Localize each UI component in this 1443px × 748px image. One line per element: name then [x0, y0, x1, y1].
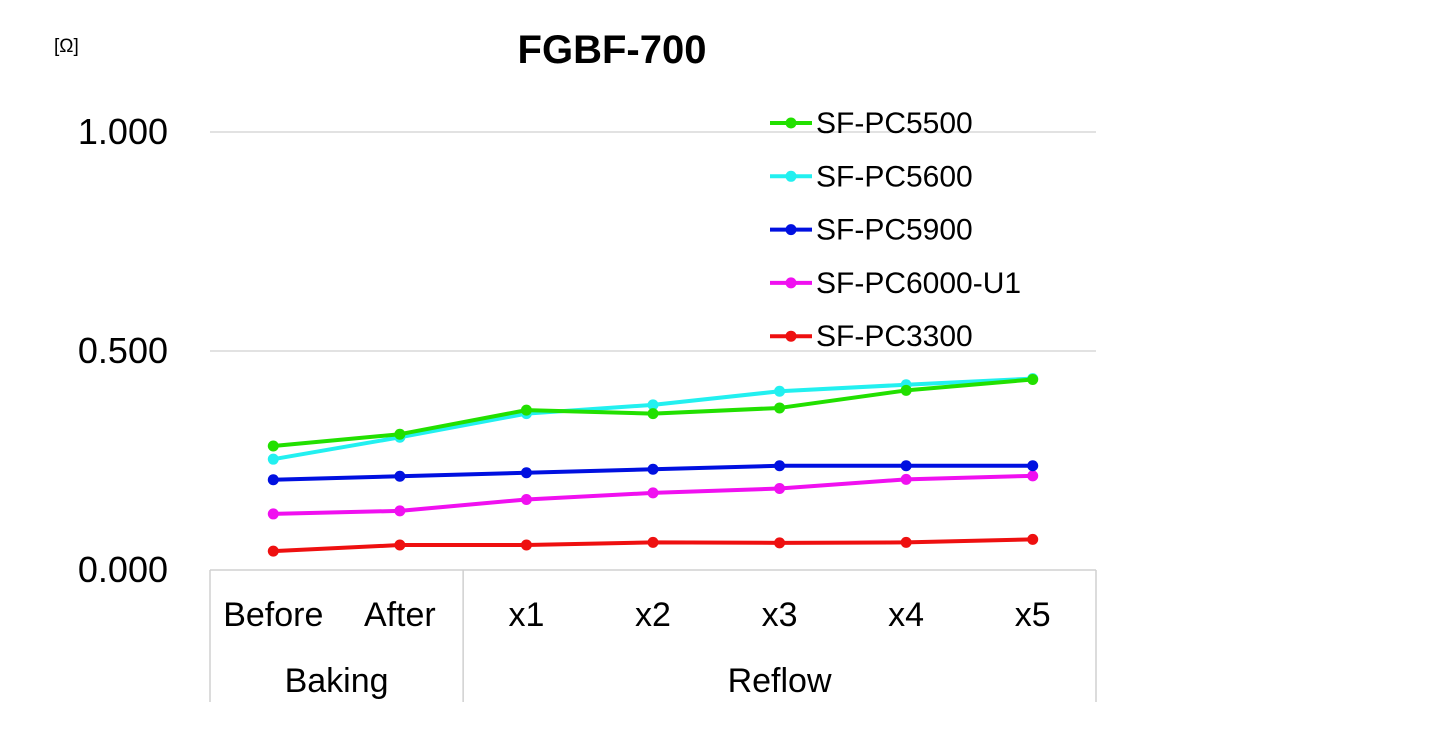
data-point [774, 402, 786, 414]
data-point [1027, 533, 1039, 545]
data-point [647, 487, 659, 499]
data-point [520, 467, 532, 479]
series-sf-pc5500 [267, 373, 1039, 452]
data-point [267, 545, 279, 557]
x-group-label: Reflow [728, 662, 832, 700]
data-point [774, 537, 786, 549]
x-tick-label: After [364, 596, 436, 634]
data-point [267, 474, 279, 486]
series-lines [267, 373, 1039, 557]
series-sf-pc6000-u1 [267, 470, 1039, 520]
y-tick-label: 0.000 [78, 549, 168, 590]
data-point [900, 473, 912, 485]
data-point [647, 399, 659, 411]
x-tick-label: Before [223, 596, 323, 634]
data-point [774, 460, 786, 472]
x-axis-groups: Baking Reflow [285, 662, 832, 700]
x-tick-label: x2 [635, 596, 671, 634]
y-unit-label: [Ω] [54, 36, 79, 57]
legend-label: SF-PC5900 [816, 214, 973, 247]
legend-item: SF-PC3300 [770, 320, 973, 353]
x-tick-label: x1 [508, 596, 544, 634]
legend-marker [785, 277, 797, 289]
legend-label: SF-PC6000-U1 [816, 267, 1021, 300]
data-point [900, 536, 912, 548]
legend-marker [785, 117, 797, 129]
data-point [774, 483, 786, 495]
data-point [647, 463, 659, 475]
y-tick-label: 1.000 [78, 111, 168, 152]
data-point [394, 505, 406, 517]
legend-label: SF-PC3300 [816, 320, 973, 353]
x-tick-label: x5 [1015, 596, 1051, 634]
data-point [647, 408, 659, 420]
x-tick-label: x4 [888, 596, 924, 634]
legend-item: SF-PC6000-U1 [770, 267, 1021, 300]
x-tick-label: x3 [762, 596, 798, 634]
data-point [900, 384, 912, 396]
data-point [267, 508, 279, 520]
data-point [774, 385, 786, 397]
data-point [267, 440, 279, 452]
data-point [394, 539, 406, 551]
x-axis-ticks: Before After x1 x2 x3 x4 x5 [223, 596, 1050, 634]
chart-title: FGBF-700 [518, 28, 707, 72]
legend-item: SF-PC5500 [770, 107, 973, 140]
x-group-label: Baking [285, 662, 389, 700]
data-point [394, 470, 406, 482]
series-sf-pc5900 [267, 460, 1039, 486]
data-point [520, 539, 532, 551]
legend-label: SF-PC5500 [816, 107, 973, 140]
data-point [900, 460, 912, 472]
gridlines [210, 131, 1096, 352]
legend-item: SF-PC5600 [770, 160, 973, 193]
data-point [394, 428, 406, 440]
y-axis-ticks: 0.000 0.500 1.000 [78, 111, 168, 590]
legend-item: SF-PC5900 [770, 214, 973, 247]
data-point [267, 453, 279, 465]
legend-label: SF-PC5600 [816, 160, 973, 193]
legend-marker [785, 224, 797, 236]
data-point [1027, 373, 1039, 385]
legend-marker [785, 170, 797, 182]
data-point [520, 493, 532, 505]
data-point [1027, 470, 1039, 482]
series-sf-pc3300 [267, 533, 1039, 557]
data-point [1027, 460, 1039, 472]
legend-marker [785, 330, 797, 342]
data-point [520, 404, 532, 416]
legend: SF-PC5500 SF-PC5600 SF-PC5900 SF-PC6000-U1 S… [770, 107, 1021, 353]
category-axis [209, 569, 1097, 702]
data-point [647, 536, 659, 548]
y-tick-label: 0.500 [78, 330, 168, 371]
